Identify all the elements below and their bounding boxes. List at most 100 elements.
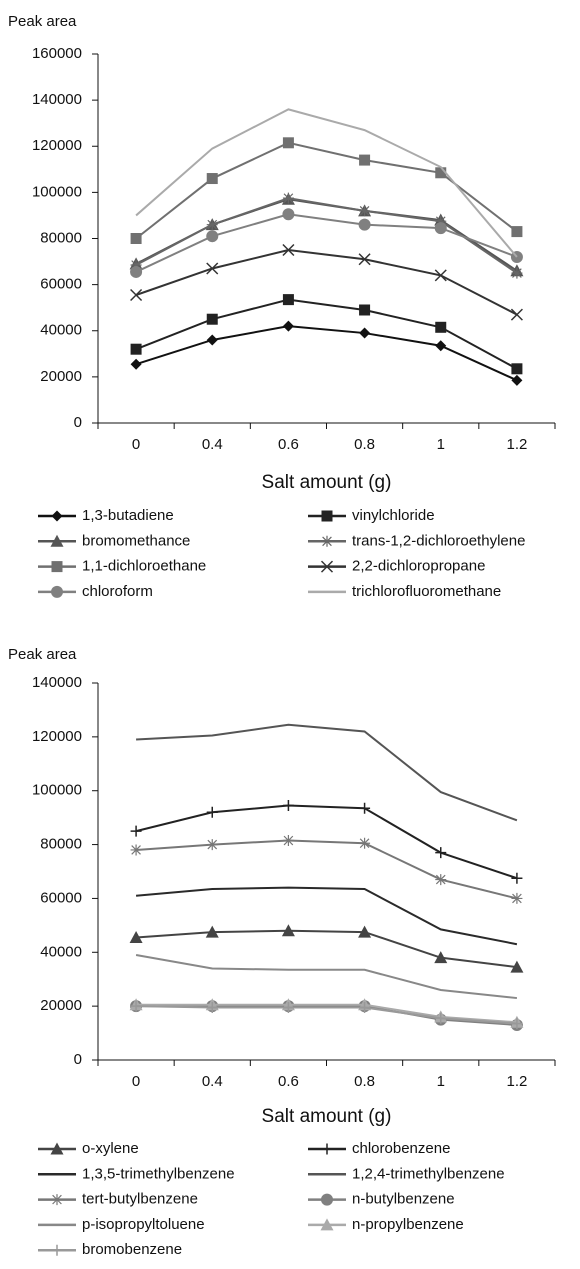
series-line xyxy=(135,197,518,274)
series-line xyxy=(135,804,518,880)
marker xyxy=(435,874,447,886)
marker xyxy=(281,924,295,937)
marker xyxy=(358,925,372,938)
marker xyxy=(206,313,218,325)
marker xyxy=(511,267,523,279)
marker xyxy=(511,374,523,386)
marker xyxy=(435,167,447,179)
marker xyxy=(130,265,143,278)
legend-label: 1,2,4-trimethylbenzene xyxy=(352,1165,505,1182)
marker xyxy=(282,192,294,204)
marker xyxy=(434,951,448,964)
marker xyxy=(435,1012,447,1024)
marker xyxy=(206,839,218,851)
series-line xyxy=(136,839,518,900)
x-tick-label: 0 xyxy=(132,1073,140,1090)
marker xyxy=(50,534,64,547)
x-tick-label: 0.4 xyxy=(202,1073,223,1090)
marker xyxy=(435,215,447,227)
legend-label: vinylchloride xyxy=(352,507,435,524)
marker xyxy=(359,304,371,316)
marker xyxy=(435,847,447,859)
marker xyxy=(282,320,294,332)
marker xyxy=(130,358,142,370)
y-tick-label: 100000 xyxy=(32,782,82,799)
legend-label: n-butylbenzene xyxy=(352,1191,455,1208)
legend-label: trans-1,2-dichloroethylene xyxy=(352,532,525,549)
marker xyxy=(359,1001,371,1013)
x-tick-label: 1.2 xyxy=(506,436,527,453)
series-line xyxy=(136,1003,517,1024)
marker xyxy=(359,154,371,166)
marker xyxy=(51,510,63,522)
marker xyxy=(206,1001,218,1013)
marker xyxy=(130,259,142,271)
y-tick-label: 0 xyxy=(74,1051,82,1068)
y-tick-label: 40000 xyxy=(40,943,82,960)
marker xyxy=(282,835,294,847)
marker xyxy=(282,800,294,812)
x-tick-label: 1 xyxy=(437,436,445,453)
marker xyxy=(206,262,219,275)
marker xyxy=(358,218,371,231)
marker xyxy=(282,1001,294,1013)
y-tick-label: 140000 xyxy=(32,91,82,108)
y-tick-label: 0 xyxy=(74,414,82,431)
legend-label: 2,2-dichloropropane xyxy=(352,558,485,575)
y-tick-label: 60000 xyxy=(40,889,82,906)
legend-label: bromomethance xyxy=(82,532,190,549)
marker xyxy=(130,343,142,355)
marker xyxy=(205,925,219,938)
marker xyxy=(434,222,447,235)
y-tick-label: 160000 xyxy=(32,45,82,62)
legend-label: 1,3,5-trimethylbenzene xyxy=(82,1165,235,1182)
x-tick-label: 0 xyxy=(132,436,140,453)
marker xyxy=(510,308,523,321)
marker xyxy=(321,535,333,547)
x-axis-label: Salt amount (g) xyxy=(262,1106,392,1127)
marker xyxy=(130,825,142,837)
marker xyxy=(359,327,371,339)
series-line xyxy=(136,723,518,822)
marker xyxy=(320,1218,334,1231)
legend-label: chloroform xyxy=(82,583,153,600)
y-tick-label: 40000 xyxy=(40,322,82,339)
marker xyxy=(434,269,447,282)
marker xyxy=(359,205,371,217)
series-line xyxy=(136,1005,517,1026)
x-axis-label: Salt amount (g) xyxy=(262,472,392,493)
marker xyxy=(320,560,334,573)
marker xyxy=(511,892,523,904)
y-tick-label: 100000 xyxy=(32,183,82,200)
y-tick-label: 20000 xyxy=(40,368,82,385)
x-tick-label: 0.6 xyxy=(278,1073,299,1090)
marker xyxy=(321,1193,333,1206)
legend-label: n-propylbenzene xyxy=(352,1216,464,1233)
marker xyxy=(130,288,143,302)
marker xyxy=(510,960,524,973)
marker xyxy=(511,1018,523,1030)
series-line xyxy=(136,1005,517,1025)
marker xyxy=(206,230,219,243)
series-line xyxy=(135,886,518,946)
y-tick-label: 60000 xyxy=(40,276,82,293)
marker xyxy=(321,510,333,522)
marker xyxy=(206,173,218,185)
legend-label: bromobenzene xyxy=(82,1241,182,1258)
y-tick-label: 80000 xyxy=(40,229,82,246)
x-tick-label: 1.2 xyxy=(506,1073,527,1090)
marker xyxy=(359,802,371,814)
y-axis-label: Peak area xyxy=(8,646,77,663)
x-tick-label: 0.8 xyxy=(354,1073,375,1090)
marker xyxy=(206,334,218,346)
marker xyxy=(282,244,295,257)
marker xyxy=(50,1142,64,1155)
legend-label: 1,1-dichloroethane xyxy=(82,558,206,575)
marker xyxy=(511,872,523,884)
marker xyxy=(435,340,447,352)
x-tick-label: 0.4 xyxy=(202,436,223,453)
y-tick-label: 20000 xyxy=(40,997,82,1014)
marker xyxy=(206,219,218,231)
marker xyxy=(130,844,142,856)
